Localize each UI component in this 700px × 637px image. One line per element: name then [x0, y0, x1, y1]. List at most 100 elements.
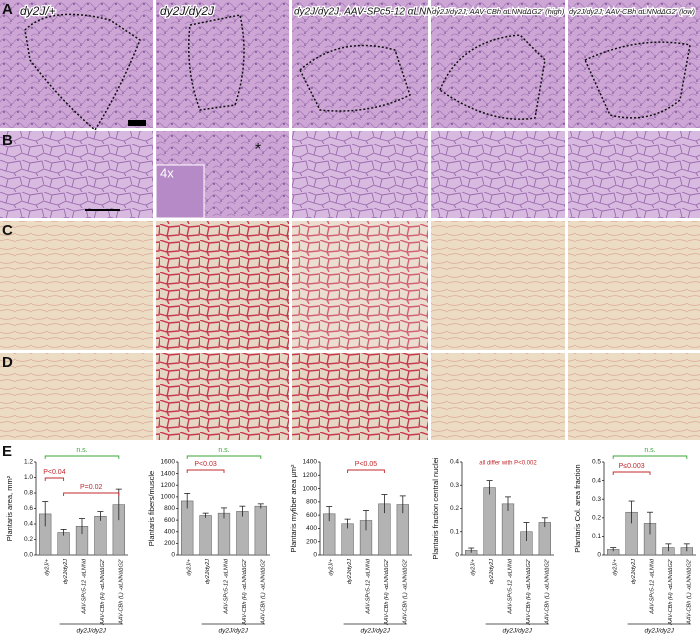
y-tick-label: 0.2 — [450, 505, 459, 512]
scale-bar — [128, 120, 146, 126]
x-tick-label: AAV-SPc5-12 -αLNNd — [649, 558, 655, 615]
annotation: P≤0.003 — [619, 463, 645, 470]
y-tick-label: 400 — [164, 528, 175, 535]
bar — [538, 522, 551, 556]
significance-bracket — [186, 469, 225, 473]
x-tick-label: AAV-SPc5-12 -αLNNd — [507, 558, 513, 615]
y-tick-label: 1200 — [161, 482, 176, 489]
y-tick-label: 800 — [306, 499, 317, 506]
x-tick-label: AAV-CBh (H) -αLNNdΔG2' — [668, 558, 674, 626]
bar — [181, 500, 194, 556]
x-tick-label: AAV-SPc5-12 -αLNNd — [223, 558, 229, 615]
annotation: n.s. — [76, 447, 87, 454]
y-tick-label: 0 — [597, 552, 601, 559]
y-tick-label: 0.1 — [592, 533, 601, 540]
column-title: dy2J/dy2J; AAV-CBh αLNNdΔG2' (high) — [432, 7, 565, 16]
y-tick-label: 0.4 — [24, 521, 33, 528]
y-tick-label: 800 — [164, 505, 175, 512]
significance-bracket — [44, 455, 120, 459]
y-axis-label: Plantaris fraction central nuclei — [431, 457, 440, 559]
image-a1 — [0, 0, 153, 128]
image-a3 — [292, 0, 428, 128]
x-tick-label: dy2J/dy2J — [489, 559, 495, 584]
panel-label: B — [2, 132, 13, 149]
y-tick-label: 1.0 — [24, 474, 33, 481]
y-tick-label: 1400 — [303, 459, 318, 466]
histology-panels — [0, 0, 700, 440]
x-tick-label: dy2J/dy2J — [631, 559, 637, 584]
image-a5 — [568, 0, 700, 128]
image-c3 — [292, 221, 428, 350]
y-axis-label: Plantaris area, mm² — [5, 475, 14, 541]
y-tick-label: 0.6 — [24, 505, 33, 512]
column-title: dy2J/dy2J, AAV-SPc5-12 αLNNd — [294, 7, 439, 18]
y-tick-label: 0.4 — [592, 477, 601, 484]
outline — [584, 41, 691, 119]
significance-bracket — [612, 455, 688, 459]
x-tick-label: AAV-CBh (L) -αLNNdΔG2' — [544, 558, 550, 625]
y-tick-label: 400 — [306, 525, 317, 532]
outline — [24, 13, 141, 132]
annotation: n.s. — [218, 447, 229, 454]
y-tick-label: 1000 — [303, 485, 318, 492]
image-d5 — [568, 353, 700, 440]
panel-label: C — [2, 222, 13, 239]
inset — [155, 164, 205, 219]
significance-bracket — [612, 471, 651, 475]
y-tick-label: 1400 — [161, 470, 176, 477]
y-tick-label: 1000 — [161, 494, 176, 501]
image-d4 — [431, 353, 565, 440]
bar — [483, 487, 496, 556]
y-tick-label: 0.2 — [592, 515, 601, 522]
annotation: all differ with P<0.002 — [479, 461, 537, 467]
column-title: dy2J/+ — [20, 4, 56, 18]
x-tick-label: dy2J/+ — [187, 558, 193, 575]
image-b4 — [431, 131, 565, 218]
annotation: P=0.02 — [80, 484, 102, 491]
image-c5 — [568, 221, 700, 350]
y-tick-label: 0.0 — [24, 552, 33, 559]
image-d2 — [156, 353, 289, 440]
bar — [199, 515, 212, 556]
x-tick-label: AAV-CBh (H) -αLNNdΔG2' — [384, 558, 390, 626]
y-tick-label: 1600 — [161, 459, 176, 466]
outline — [439, 34, 546, 120]
significance-bracket — [347, 469, 385, 473]
significance-bracket — [44, 477, 65, 481]
x-tick-label: AAV-CBh (H) -αLNNdΔG2' — [526, 558, 532, 626]
y-tick-label: 600 — [164, 517, 175, 524]
y-tick-label: 0.3 — [450, 482, 459, 489]
x-tick-label: AAV-CBh (L) -αLNNdΔG2' — [686, 558, 692, 625]
y-tick-label: 0.2 — [24, 536, 33, 543]
y-tick-label: 0 — [455, 552, 459, 559]
y-axis-label: Plantaris Col. area fraction — [573, 464, 582, 552]
annotation: n.s. — [644, 447, 655, 454]
image-d3 — [292, 353, 428, 440]
column-title: dy2J/dy2J — [160, 4, 215, 18]
image-b1 — [0, 131, 153, 218]
image-a2 — [156, 0, 289, 128]
bar — [254, 505, 267, 556]
y-tick-label: 200 — [164, 540, 175, 547]
y-tick-label: 0.1 — [450, 528, 459, 535]
y-tick-label: 1200 — [303, 472, 318, 479]
image-c4 — [431, 221, 565, 350]
bar — [217, 512, 231, 556]
group-label: dy2J/dy2J — [503, 628, 533, 635]
group-label: dy2J/dy2J — [361, 628, 391, 635]
bar — [341, 523, 354, 556]
panel-label: E — [2, 443, 12, 460]
image-b3 — [292, 131, 428, 218]
significance-bracket — [186, 455, 262, 459]
x-tick-label: dy2J/+ — [613, 558, 619, 575]
y-axis-label: Plantaris myfiber area µm² — [289, 464, 298, 553]
outline — [188, 14, 245, 111]
x-tick-label: dy2J/+ — [329, 558, 335, 575]
x-tick-label: dy2J/+ — [471, 558, 477, 575]
x-tick-label: AAV-SPc5-12 -αLNNd — [365, 558, 371, 615]
y-tick-label: 0.8 — [24, 490, 33, 497]
y-tick-label: 0.4 — [450, 459, 459, 466]
image-a4 — [431, 0, 565, 128]
group-label: dy2J/dy2J — [645, 628, 675, 635]
y-axis-label: Plantaris fibers/muscle — [147, 471, 156, 546]
